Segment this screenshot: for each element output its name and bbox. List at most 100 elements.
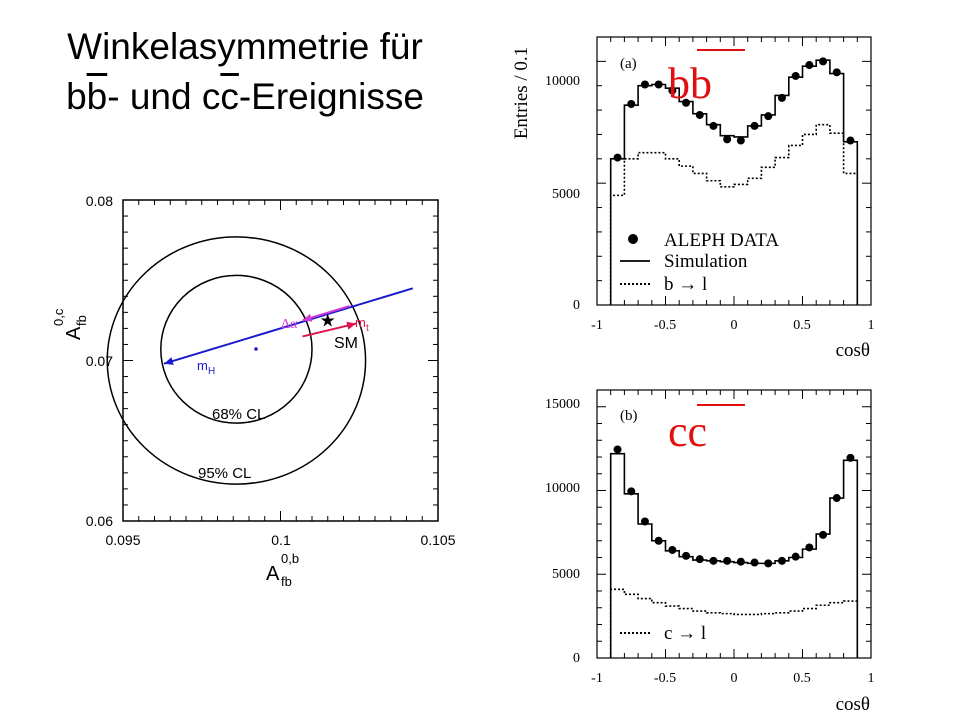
bb-histogram-panel: (a) bb 0 5000 10000 -1 -0.5 0 0.5 1 cosθ…	[511, 36, 875, 361]
x-tick-label-0: 0.095	[105, 532, 140, 548]
b-x-tick-0: -1	[591, 671, 603, 686]
asymmetry-ellipse-plot: 0.095 0.1 0.105 0.06 0.07 0.08 A fb 0,b …	[51, 193, 456, 589]
mt-arrowhead	[346, 321, 357, 330]
panel-b-c-to-l-histogram	[609, 588, 859, 658]
title-und-c: - und c	[107, 76, 221, 117]
a-data-point-5	[682, 98, 691, 107]
legend-data-label: ALEPH DATA	[664, 230, 779, 251]
a-x-tick-1: -0.5	[654, 318, 676, 333]
svg-text:A: A	[266, 563, 280, 585]
a-y-tick-1: 5000	[552, 187, 580, 202]
panel-a-data-points	[613, 57, 855, 162]
mt-segment	[302, 322, 357, 338]
a-data-point-2	[640, 80, 649, 89]
sm-star-marker: ★	[320, 310, 336, 330]
b-x-tick-4: 1	[868, 671, 875, 686]
a-data-point-12	[777, 93, 786, 102]
slide-title: Winkelasymmetrie für bb- und cc-Ereignis…	[0, 22, 490, 122]
a-x-tick-0: -1	[591, 318, 603, 333]
a-x-tick-2: 0	[731, 318, 738, 333]
title-ereignisse: -Ereignisse	[238, 76, 424, 117]
b-y-tick-0: 0	[573, 651, 580, 666]
a-data-point-8	[723, 135, 732, 144]
b-data-point-9	[736, 557, 745, 566]
title-b: b	[66, 76, 87, 117]
panel-a-b-to-l-histogram	[609, 123, 859, 305]
b-data-point-17	[846, 453, 855, 462]
x-axis-label: A fb 0,b	[266, 551, 299, 589]
b-data-point-3	[654, 536, 663, 545]
b-data-point-16	[832, 494, 841, 503]
svg-text:H: H	[208, 366, 215, 377]
contour-95cl-label: 95% CL	[198, 465, 251, 482]
dalpha-label: Δα	[281, 317, 298, 332]
svg-text:fb: fb	[281, 574, 292, 589]
panel-b-big-label: cc	[668, 404, 745, 456]
legend-data-marker	[628, 234, 638, 244]
a-data-point-3	[654, 80, 663, 89]
b-x-tick-2: 0	[731, 671, 738, 686]
contour-95cl	[106, 236, 367, 485]
mt-label: m t	[355, 315, 369, 334]
panel-a-id: (a)	[620, 56, 637, 72]
a-data-point-0	[613, 153, 622, 162]
a-data-point-9	[736, 136, 745, 145]
a-y-tick-0: 0	[573, 298, 580, 313]
a-data-point-6	[695, 110, 704, 119]
b-data-point-15	[819, 530, 828, 539]
title-cbar: c	[220, 76, 239, 117]
panel-a-ticks	[596, 36, 872, 306]
svg-text:cc: cc	[668, 407, 707, 456]
a-x-tick-4: 1	[868, 318, 875, 333]
a-data-point-4	[668, 86, 677, 95]
svg-text:bb: bb	[668, 59, 712, 108]
y-tick-label-0: 0.06	[86, 513, 113, 529]
panel-b-simulation-histogram	[609, 452, 859, 658]
a-y-tick-2: 10000	[545, 74, 580, 89]
b-data-point-0	[613, 445, 622, 454]
b-data-point-10	[750, 558, 759, 567]
a-data-point-10	[750, 121, 759, 130]
a-data-point-11	[764, 112, 773, 121]
mh-label: m H	[197, 358, 215, 377]
b-data-point-13	[791, 552, 800, 561]
b-data-point-14	[805, 543, 814, 552]
a-x-tick-3: 0.5	[793, 318, 811, 333]
b-data-point-8	[723, 556, 732, 565]
b-y-tick-2: 10000	[545, 481, 580, 496]
b-data-point-2	[640, 517, 649, 526]
panel-b-data-points	[613, 445, 855, 568]
b-x-tick-1: -0.5	[654, 671, 676, 686]
y-tick-label-2: 0.08	[86, 193, 113, 209]
contour-68cl-label: 68% CL	[212, 406, 265, 423]
y-axis-label: A fb 0,c	[51, 308, 89, 340]
b-data-point-12	[777, 556, 786, 565]
panel-b-ticks	[596, 389, 872, 659]
a-data-point-16	[832, 68, 841, 77]
legend-b-to-l-label: b → l	[664, 274, 707, 295]
b-data-point-1	[627, 487, 636, 496]
svg-text:t: t	[366, 323, 369, 334]
a-y-axis-label: Entries / 0.1	[511, 47, 532, 139]
legend-simulation-label: Simulation	[664, 251, 748, 272]
mh-midpoint-dot	[254, 347, 258, 351]
a-data-point-14	[805, 61, 814, 70]
dalpha-arrowhead	[302, 313, 313, 322]
b-data-point-4	[668, 545, 677, 554]
a-data-point-7	[709, 121, 718, 130]
b-y-tick-1: 5000	[552, 567, 580, 582]
svg-text:m: m	[355, 315, 366, 330]
a-data-point-17	[846, 136, 855, 145]
a-data-point-13	[791, 71, 800, 80]
svg-text:A: A	[63, 326, 85, 340]
b-data-point-5	[682, 551, 691, 560]
y-tick-label-1: 0.07	[86, 353, 113, 369]
b-data-point-7	[709, 556, 718, 565]
slide-title-line1: Winkelasymmetrie für	[67, 26, 423, 67]
a-x-axis-label: cosθ	[836, 340, 870, 361]
sm-label: SM	[334, 335, 358, 352]
b-data-point-6	[695, 555, 704, 564]
b-y-tick-3: 15000	[545, 397, 580, 412]
cc-histogram-panel: (b) cc 0 5000 10000 15000 -1 -0.5 0 0.5 …	[545, 389, 875, 715]
panel-b-id: (b)	[620, 408, 638, 424]
